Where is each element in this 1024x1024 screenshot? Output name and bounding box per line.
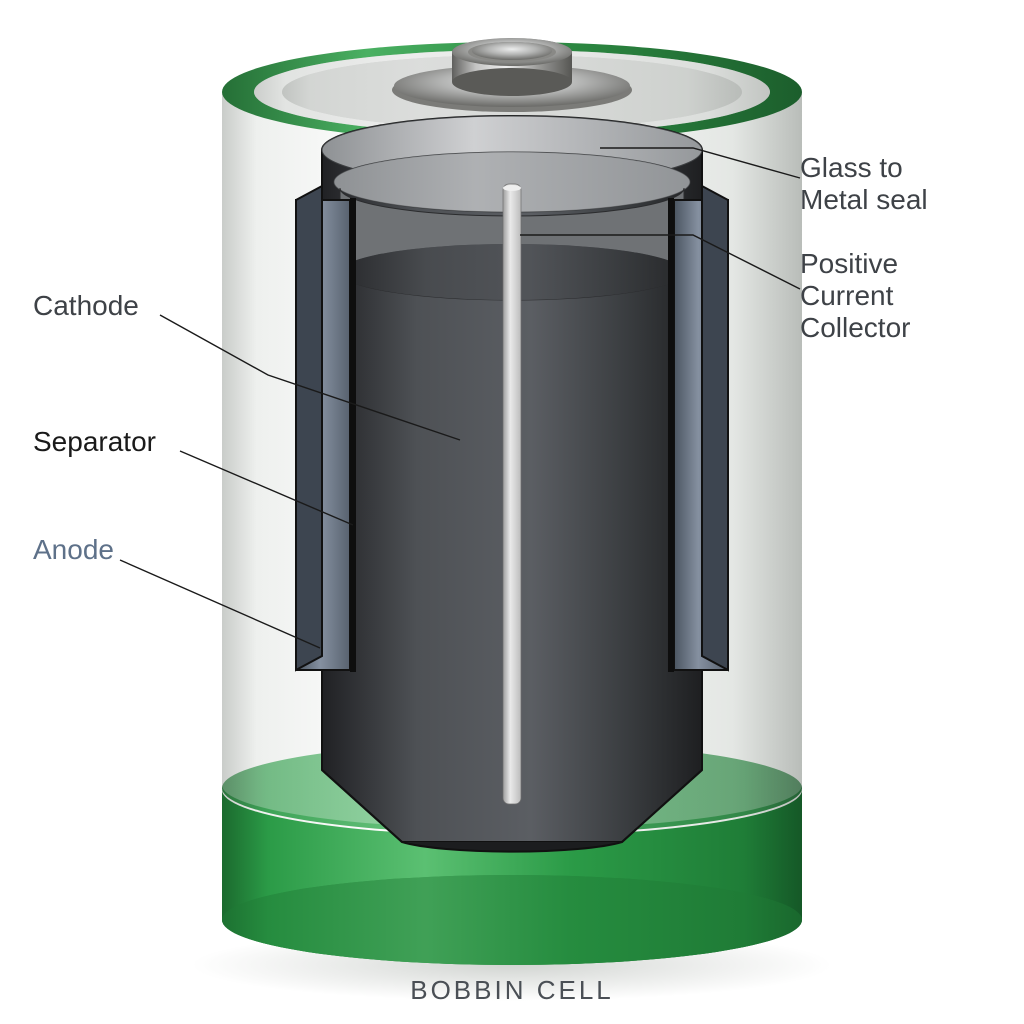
- collector-rod: [503, 184, 521, 804]
- anode-right: [668, 186, 728, 672]
- diagram-title: BOBBIN CELL: [0, 975, 1024, 1006]
- label-cathode: Cathode: [33, 290, 139, 322]
- cutaway: [296, 116, 728, 852]
- label-anode: Anode: [33, 534, 114, 566]
- label-pos-collector: Positive Current Collector: [800, 248, 910, 345]
- label-separator: Separator: [33, 426, 156, 458]
- label-glass-seal: Glass to Metal seal: [800, 152, 928, 216]
- anode-left: [296, 186, 356, 672]
